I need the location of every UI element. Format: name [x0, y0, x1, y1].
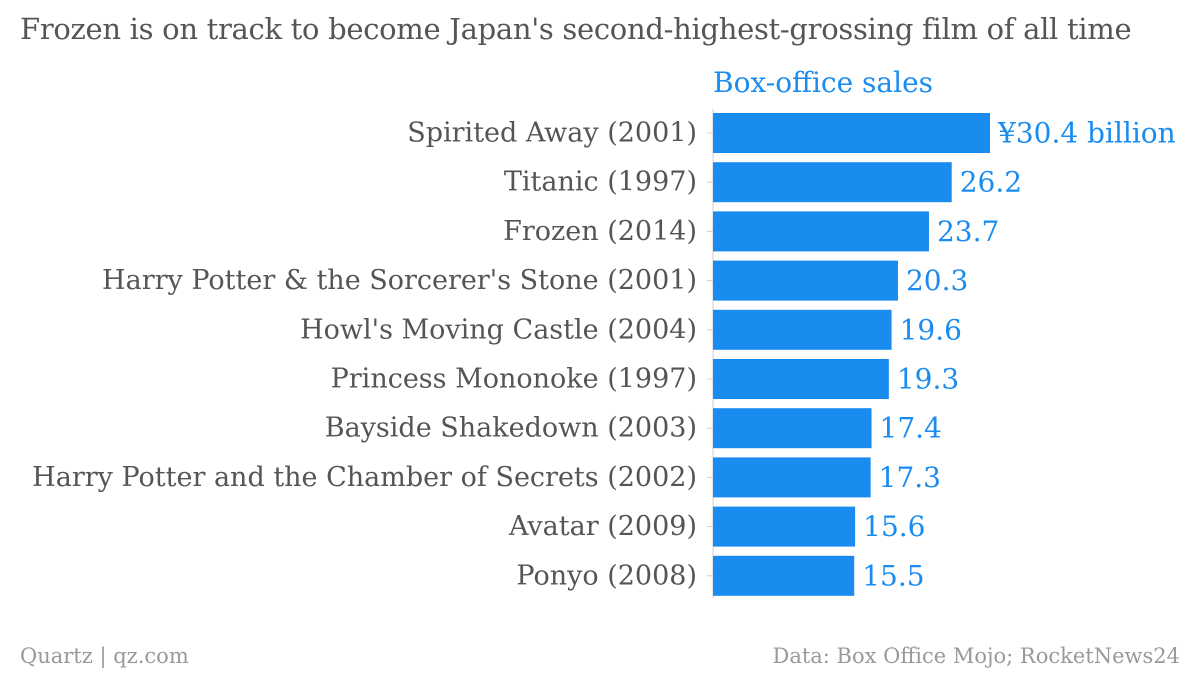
- bar: [713, 309, 892, 350]
- bars-layer: Spirited Away (2001) ¥30.4 billion Titanic…: [32, 113, 1176, 596]
- category-label: Harry Potter & the Sorcerer's Stone (200…: [102, 265, 697, 296]
- category-label: Bayside Shakedown (2003): [325, 413, 697, 444]
- footer-source-left: Quartz | qz.com: [20, 644, 189, 668]
- bar: [713, 260, 898, 301]
- value-label: 26.2: [960, 166, 1022, 199]
- series-label: Box-office sales: [713, 66, 933, 99]
- value-label: 17.4: [880, 412, 942, 445]
- value-label: 23.7: [937, 215, 999, 248]
- bar: [713, 506, 856, 547]
- category-label: Harry Potter and the Chamber of Secrets …: [32, 462, 697, 493]
- category-label: Princess Mononoke (1997): [331, 364, 697, 395]
- category-label: Spirited Away (2001): [407, 118, 697, 149]
- bar: [713, 359, 889, 399]
- category-label: Frozen (2014): [503, 216, 697, 247]
- value-label: 15.5: [862, 559, 924, 592]
- bar: [713, 211, 929, 252]
- category-label: Howl's Moving Castle (2004): [300, 314, 697, 345]
- value-label: 19.3: [897, 363, 959, 396]
- category-label: Ponyo (2008): [516, 560, 697, 591]
- footer-source-right: Data: Box Office Mojo; RocketNews24: [772, 644, 1180, 668]
- bar: [713, 457, 871, 498]
- value-label: 20.3: [906, 264, 968, 297]
- value-label: 15.6: [863, 510, 925, 543]
- category-label: Titanic (1997): [504, 167, 697, 198]
- bar: [713, 555, 855, 596]
- bar: [713, 113, 990, 153]
- value-label: 19.6: [900, 313, 962, 346]
- value-label: ¥30.4 billion: [997, 117, 1176, 150]
- bar: [713, 408, 872, 449]
- bar: [713, 162, 952, 203]
- chart-title: Frozen is on track to become Japan's sec…: [20, 12, 1132, 46]
- value-label: 17.3: [879, 461, 941, 494]
- category-label: Avatar (2009): [508, 511, 697, 542]
